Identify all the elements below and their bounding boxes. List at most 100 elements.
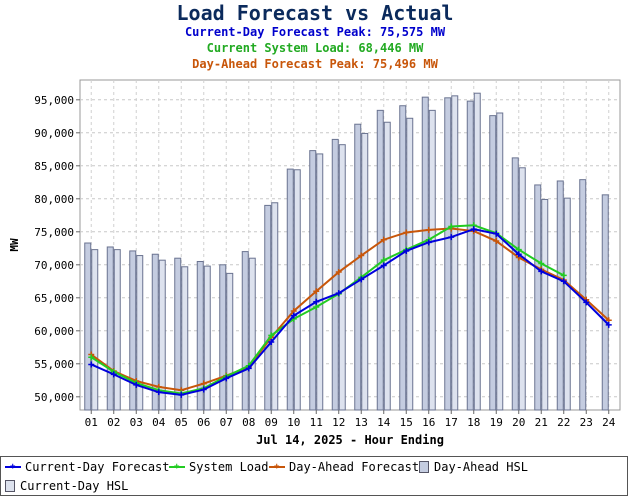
current-day-hsl-bar — [181, 266, 189, 411]
current-day-hsl-bar — [248, 257, 256, 411]
day-ahead-forecast-point — [425, 226, 432, 233]
legend: + Current-Day Forecast + System Load + D… — [0, 456, 628, 496]
current-day-hsl-bar — [406, 117, 414, 411]
legend-item-day-ahead-forecast[interactable]: + Day-Ahead Forecast — [269, 460, 419, 474]
legend-item-current-day-hsl[interactable]: Current-Day HSL — [5, 479, 128, 493]
x-tick-label: 04 — [152, 416, 166, 429]
y-tick-label: 50,000 — [34, 391, 74, 404]
legend-swatch-day-ahead-hsl — [419, 461, 429, 473]
current-day-forecast-point — [358, 276, 365, 283]
x-tick-label: 21 — [535, 416, 548, 429]
current-day-hsl-bar — [203, 265, 211, 411]
day-ahead-hsl-bar — [241, 251, 249, 411]
legend-swatch-system-load: + — [169, 462, 185, 472]
day-ahead-forecast-point — [335, 269, 342, 276]
x-tick-label: 15 — [400, 416, 413, 429]
current-day-hsl-bar — [136, 255, 144, 411]
x-tick-label: 12 — [332, 416, 345, 429]
current-day-hsl-bar — [496, 112, 504, 411]
current-day-hsl-bar — [361, 132, 369, 411]
system-load-point — [448, 223, 455, 230]
day-ahead-hsl-bar — [511, 157, 519, 411]
day-ahead-forecast-line — [90, 227, 610, 392]
day-ahead-hsl-bar — [219, 264, 227, 411]
day-ahead-hsl-bar — [84, 242, 92, 411]
current-day-forecast-point — [605, 321, 612, 328]
current-day-forecast-point — [515, 251, 522, 258]
day-ahead-hsl-bar — [196, 261, 204, 411]
y-tick-label: 65,000 — [34, 292, 74, 305]
y-tick-label: 85,000 — [34, 160, 74, 173]
current-day-hsl-bar — [226, 272, 234, 411]
legend-label-day-ahead: Day-Ahead Forecast — [289, 460, 420, 474]
legend-label-system-load: System Load — [189, 460, 269, 474]
current-day-forecast-point — [335, 290, 342, 297]
legend-swatch-day-ahead: + — [269, 462, 285, 472]
load-chart: 50,000 55,000 60,000 65,000 70,000 75,000 80,0… — [8, 79, 621, 447]
x-axis-label: Jul 14, 2025 - Hour Ending — [256, 433, 444, 447]
system-load-point — [268, 332, 275, 339]
current-day-forecast-point — [223, 375, 230, 382]
day-ahead-hsl-bar — [286, 168, 294, 411]
x-tick-label: 01 — [85, 416, 98, 429]
x-tick-label: 10 — [287, 416, 300, 429]
legend-item-system-load[interactable]: + System Load — [169, 460, 268, 474]
current-day-forecast-point — [313, 298, 320, 305]
current-day-forecast-point — [538, 268, 545, 275]
current-day-hsl-bar — [451, 95, 459, 411]
current-day-forecast-point — [403, 247, 410, 254]
x-tick-label: 08 — [242, 416, 255, 429]
current-day-forecast-point — [583, 299, 590, 306]
day-ahead-hsl-bar — [129, 250, 137, 411]
x-tick-label: 02 — [107, 416, 120, 429]
day-ahead-forecast-point — [380, 236, 387, 243]
x-tick-label: 16 — [422, 416, 435, 429]
current-day-forecast-point — [245, 365, 252, 372]
current-day-forecast-point — [380, 262, 387, 269]
y-axis-label: MW — [8, 238, 21, 252]
day-ahead-forecast-point — [313, 288, 320, 295]
current-day-forecast-point — [133, 381, 140, 388]
current-day-forecast-point — [560, 278, 567, 285]
y-tick-label: 95,000 — [34, 94, 74, 107]
x-tick-label: 03 — [130, 416, 143, 429]
day-ahead-hsl-bar — [264, 204, 272, 411]
system-load-point — [88, 354, 95, 361]
current-day-hsl-bar — [113, 249, 121, 411]
day-ahead-hsl-bar — [309, 150, 317, 411]
day-ahead-hsl-bar — [444, 97, 452, 411]
x-tick-label: 07 — [220, 416, 233, 429]
system-load-point — [560, 272, 567, 279]
current-day-hsl-bar — [541, 198, 549, 411]
day-ahead-hsl-bar — [399, 105, 407, 411]
y-tick-label: 90,000 — [34, 127, 74, 140]
current-day-forecast-point — [493, 230, 500, 237]
x-tick-label: 24 — [602, 416, 616, 429]
day-ahead-hsl-bar — [489, 115, 497, 411]
day-ahead-hsl-bar — [601, 194, 609, 411]
day-ahead-hsl-bar — [174, 257, 182, 411]
day-ahead-forecast-point — [358, 252, 365, 259]
legend-item-day-ahead-hsl[interactable]: Day-Ahead HSL — [419, 460, 528, 474]
current-day-forecast-point — [268, 339, 275, 346]
current-day-peak-text: Current-Day Forecast Peak: 75,575 MW — [184, 25, 446, 39]
x-tick-label: 14 — [377, 416, 391, 429]
current-day-hsl-bar — [271, 202, 279, 411]
x-tick-label: 23 — [580, 416, 593, 429]
system-load-point — [380, 257, 387, 264]
day-ahead-hsl-bar — [466, 100, 474, 411]
current-day-forecast-point — [110, 371, 117, 378]
legend-item-current-day-forecast[interactable]: + Current-Day Forecast — [5, 460, 170, 474]
system-load-point — [538, 260, 545, 267]
current-day-hsl-bar — [563, 197, 571, 411]
day-ahead-hsl-bar — [556, 180, 564, 411]
current-day-hsl-bar — [518, 167, 526, 411]
x-tick-label: 09 — [265, 416, 278, 429]
current-day-hsl-bar — [91, 249, 99, 411]
system-load-text: Current System Load: 68,446 MW — [206, 41, 424, 55]
chart-title: Load Forecast vs Actual — [176, 1, 454, 25]
x-tick-label: 22 — [557, 416, 570, 429]
system-load-point — [313, 304, 320, 311]
current-day-forecast-line — [90, 228, 610, 396]
y-tick-label: 55,000 — [34, 358, 74, 371]
